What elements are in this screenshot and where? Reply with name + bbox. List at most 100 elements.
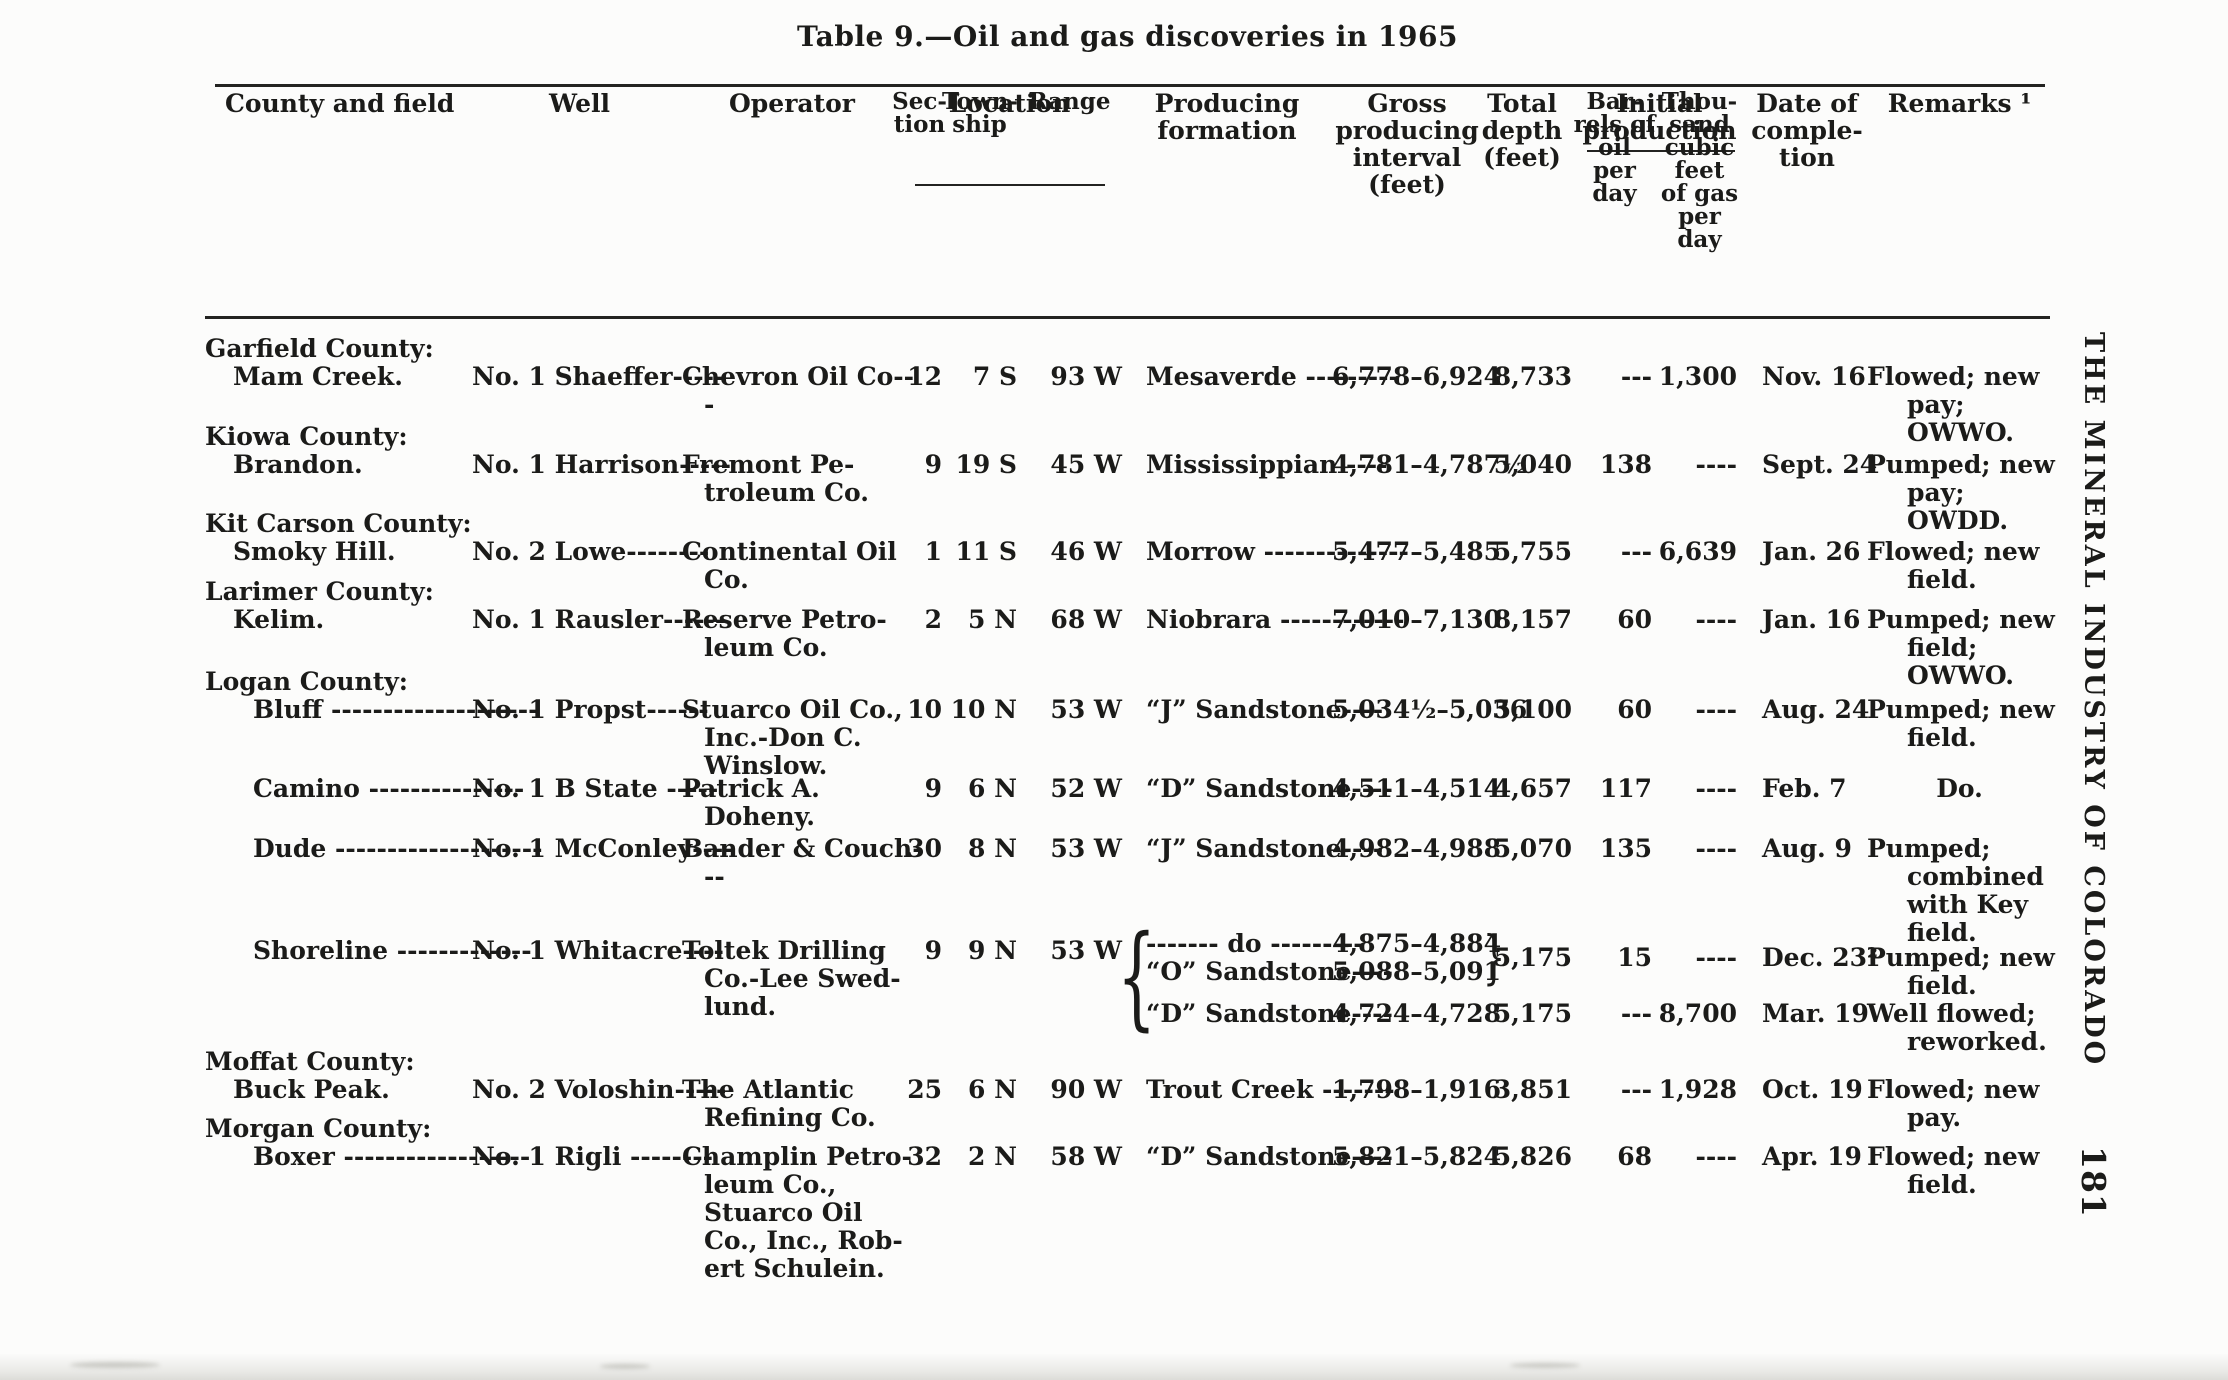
gas-cell: ----	[1695, 774, 1737, 803]
rng-cell: 68 W	[1050, 605, 1122, 634]
formation-cell: “D” Sandstone----	[1146, 1142, 1393, 1171]
county-label: Larimer County:	[205, 577, 434, 606]
twp-cell: 6 N	[968, 774, 1017, 803]
remarks-cell: Flowed; new pay; OWWO.	[1867, 362, 2040, 447]
remarks-cell: Well flowed; reworked.	[1867, 999, 2047, 1056]
well-cell: No. 1 Harrison-----	[472, 450, 732, 479]
twp-cell: 10 N	[950, 695, 1017, 724]
field-label: Brandon.	[233, 450, 363, 479]
sec-cell: 10	[907, 695, 942, 724]
twp-cell: 7 S	[972, 362, 1017, 391]
field-label: Kelim.	[233, 605, 325, 634]
remarks-cell: Flowed; new field.	[1867, 1142, 2040, 1199]
col-header-depth: Total depth (feet)	[1481, 89, 1563, 172]
interval-cell: 4,982–4,988	[1332, 834, 1502, 863]
sec-cell: 32	[907, 1142, 942, 1171]
date-cell: Nov. 16	[1762, 362, 1866, 391]
sec-cell: 25	[907, 1075, 942, 1104]
date-cell: Feb. 7	[1762, 774, 1847, 803]
depth-cell: 5,175	[1493, 999, 1572, 1028]
col-header-remarks: Remarks ¹	[1887, 89, 2032, 118]
col-header-date: Date of comple- tion	[1751, 89, 1863, 172]
oil-cell: 68	[1617, 1142, 1652, 1171]
initial-production-group-rule	[1587, 150, 1735, 152]
field-label: Mam Creek.	[233, 362, 403, 391]
oil-cell: 15	[1617, 943, 1652, 972]
well-cell: No. 2 Voloshin-----	[472, 1075, 727, 1104]
side-margin-text: THE MINERAL INDUSTRY OF COLORADO	[2078, 332, 2109, 1068]
oil-cell: 60	[1617, 605, 1652, 634]
gas-cell: 6,639	[1658, 537, 1737, 566]
operator-cell: Fremont Pe- troleum Co.	[682, 450, 869, 507]
operator-cell: The Atlantic Refining Co.	[682, 1075, 876, 1132]
sec-cell: 2	[924, 605, 942, 634]
interval-cell: 4,875–4,884	[1332, 929, 1502, 958]
twp-cell: 6 N	[968, 1075, 1017, 1104]
date-cell: Apr. 19	[1762, 1142, 1862, 1171]
operator-cell: Reserve Petro- leum Co.	[682, 605, 887, 662]
remarks-cell: Flowed; new field.	[1867, 537, 2040, 594]
operator-cell: Champlin Petro- leum Co., Stuarco Oil Co…	[682, 1142, 912, 1283]
twp-cell: 5 N	[968, 605, 1017, 634]
operator-cell: Bander & Couch---	[682, 834, 923, 891]
gas-cell: ----	[1695, 450, 1737, 479]
gas-cell: 1,928	[1658, 1075, 1737, 1104]
formation-cell: “O” Sandstone----	[1146, 957, 1394, 986]
formation-cell: Trout Creek -------	[1146, 1075, 1395, 1104]
remarks-cell: Pumped; combined with Key field.	[1867, 834, 2044, 947]
col-header-gas: Thou- sand cubic feet of gas per day	[1660, 88, 1739, 253]
col-header-formation: Producing formation	[1154, 89, 1300, 145]
depth-cell: 5,755	[1493, 537, 1572, 566]
col-header-well: Well	[549, 89, 610, 118]
col-group-location: Location	[948, 89, 1071, 118]
remarks-cell: Do.	[1936, 774, 1983, 803]
interval-cell: 5,477–5,485	[1332, 537, 1502, 566]
operator-cell: Continental Oil Co.	[682, 537, 897, 594]
well-cell: No. 1 Propst------	[472, 695, 709, 724]
county-label: Kit Carson County:	[205, 509, 472, 538]
interval-cell: 4,724–4,728	[1332, 999, 1502, 1028]
county-label: Kiowa County:	[205, 422, 408, 451]
operator-cell: Chevron Oil Co---	[682, 362, 915, 419]
top-rule	[215, 84, 2045, 87]
field-label: Dude --------------------	[253, 834, 543, 863]
table-body: Garfield County: Mam Creek. No. 1 Shaeffer…	[205, 330, 2055, 1340]
well-cell: No. 1 Rausler------	[472, 605, 726, 634]
location-group-rule	[915, 184, 1105, 186]
depth-cell: 8,733	[1493, 362, 1572, 391]
scan-smudge	[600, 1364, 650, 1369]
date-cell: Oct. 19	[1762, 1075, 1863, 1104]
interval-cell: 4,781–4,787½	[1332, 450, 1528, 479]
county-label: Logan County:	[205, 667, 409, 696]
col-header-section: Sec- tion	[892, 88, 947, 138]
well-cell: No. 1 Whitacre----	[472, 936, 724, 965]
sec-cell: 9	[924, 450, 942, 479]
gas-cell: ----	[1695, 834, 1737, 863]
formation-cell: “J” Sandstone----	[1146, 695, 1384, 724]
depth-cell: 5,100	[1493, 695, 1572, 724]
rng-cell: 53 W	[1050, 936, 1122, 965]
interval-cell: 5,821–5,824	[1332, 1142, 1502, 1171]
well-cell: No. 1 McConley----	[472, 834, 734, 863]
depth-cell: 5,826	[1493, 1142, 1572, 1171]
col-header-interval: Gross producing interval (feet)	[1335, 89, 1479, 199]
depth-cell: 4,657	[1493, 774, 1572, 803]
sec-cell: 30	[907, 834, 942, 863]
rng-cell: 90 W	[1050, 1075, 1122, 1104]
remarks-cell: Flowed; new pay.	[1867, 1075, 2040, 1132]
scan-smudge	[70, 1362, 160, 1368]
date-cell: Jan. 26	[1762, 537, 1861, 566]
rng-cell: 45 W	[1050, 450, 1122, 479]
field-label: Smoky Hill.	[233, 537, 396, 566]
interval-cell: 6,778–6,924	[1332, 362, 1502, 391]
date-cell: Dec. 23²	[1762, 943, 1878, 972]
sec-cell: 1	[924, 537, 942, 566]
depth-cell: 3,851	[1493, 1075, 1572, 1104]
twp-cell: 19 S	[955, 450, 1017, 479]
rng-cell: 93 W	[1050, 362, 1122, 391]
depth-cell: 8,157	[1493, 605, 1572, 634]
page-number: 181	[2074, 1146, 2113, 1218]
col-header-township: Town- ship	[942, 88, 1018, 138]
operator-cell: Patrick A. Doheny.	[682, 774, 820, 831]
